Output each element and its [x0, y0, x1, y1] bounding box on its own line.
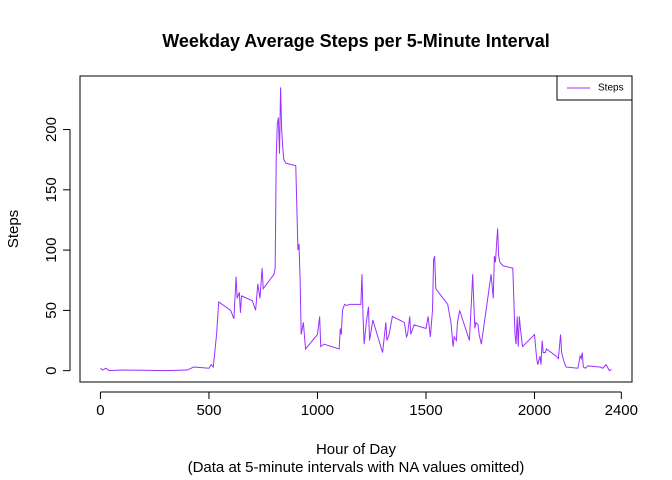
y-tick-label: 100	[43, 238, 60, 263]
x-tick-label: 500	[196, 402, 221, 419]
y-tick-label: 200	[43, 117, 60, 142]
y-axis-label: Steps	[5, 210, 22, 248]
x-tick-label: 2000	[518, 402, 551, 419]
x-tick-label: 1500	[409, 402, 442, 419]
y-tick-label: 50	[43, 302, 60, 319]
legend-label: Steps	[598, 83, 624, 94]
data-line	[100, 87, 612, 372]
x-tick-label: 2400	[605, 402, 638, 419]
plot-box	[79, 75, 633, 383]
x-axis-label: Hour of Day	[316, 441, 397, 458]
chart-title: Weekday Average Steps per 5-Minute Inter…	[162, 31, 549, 51]
x-tick-label: 1000	[301, 402, 334, 419]
x-tick-label: 0	[96, 402, 104, 419]
y-tick-label: 150	[43, 177, 60, 202]
x-axis-sublabel: (Data at 5-minute intervals with NA valu…	[188, 459, 525, 476]
y-tick-label: 0	[43, 366, 60, 374]
